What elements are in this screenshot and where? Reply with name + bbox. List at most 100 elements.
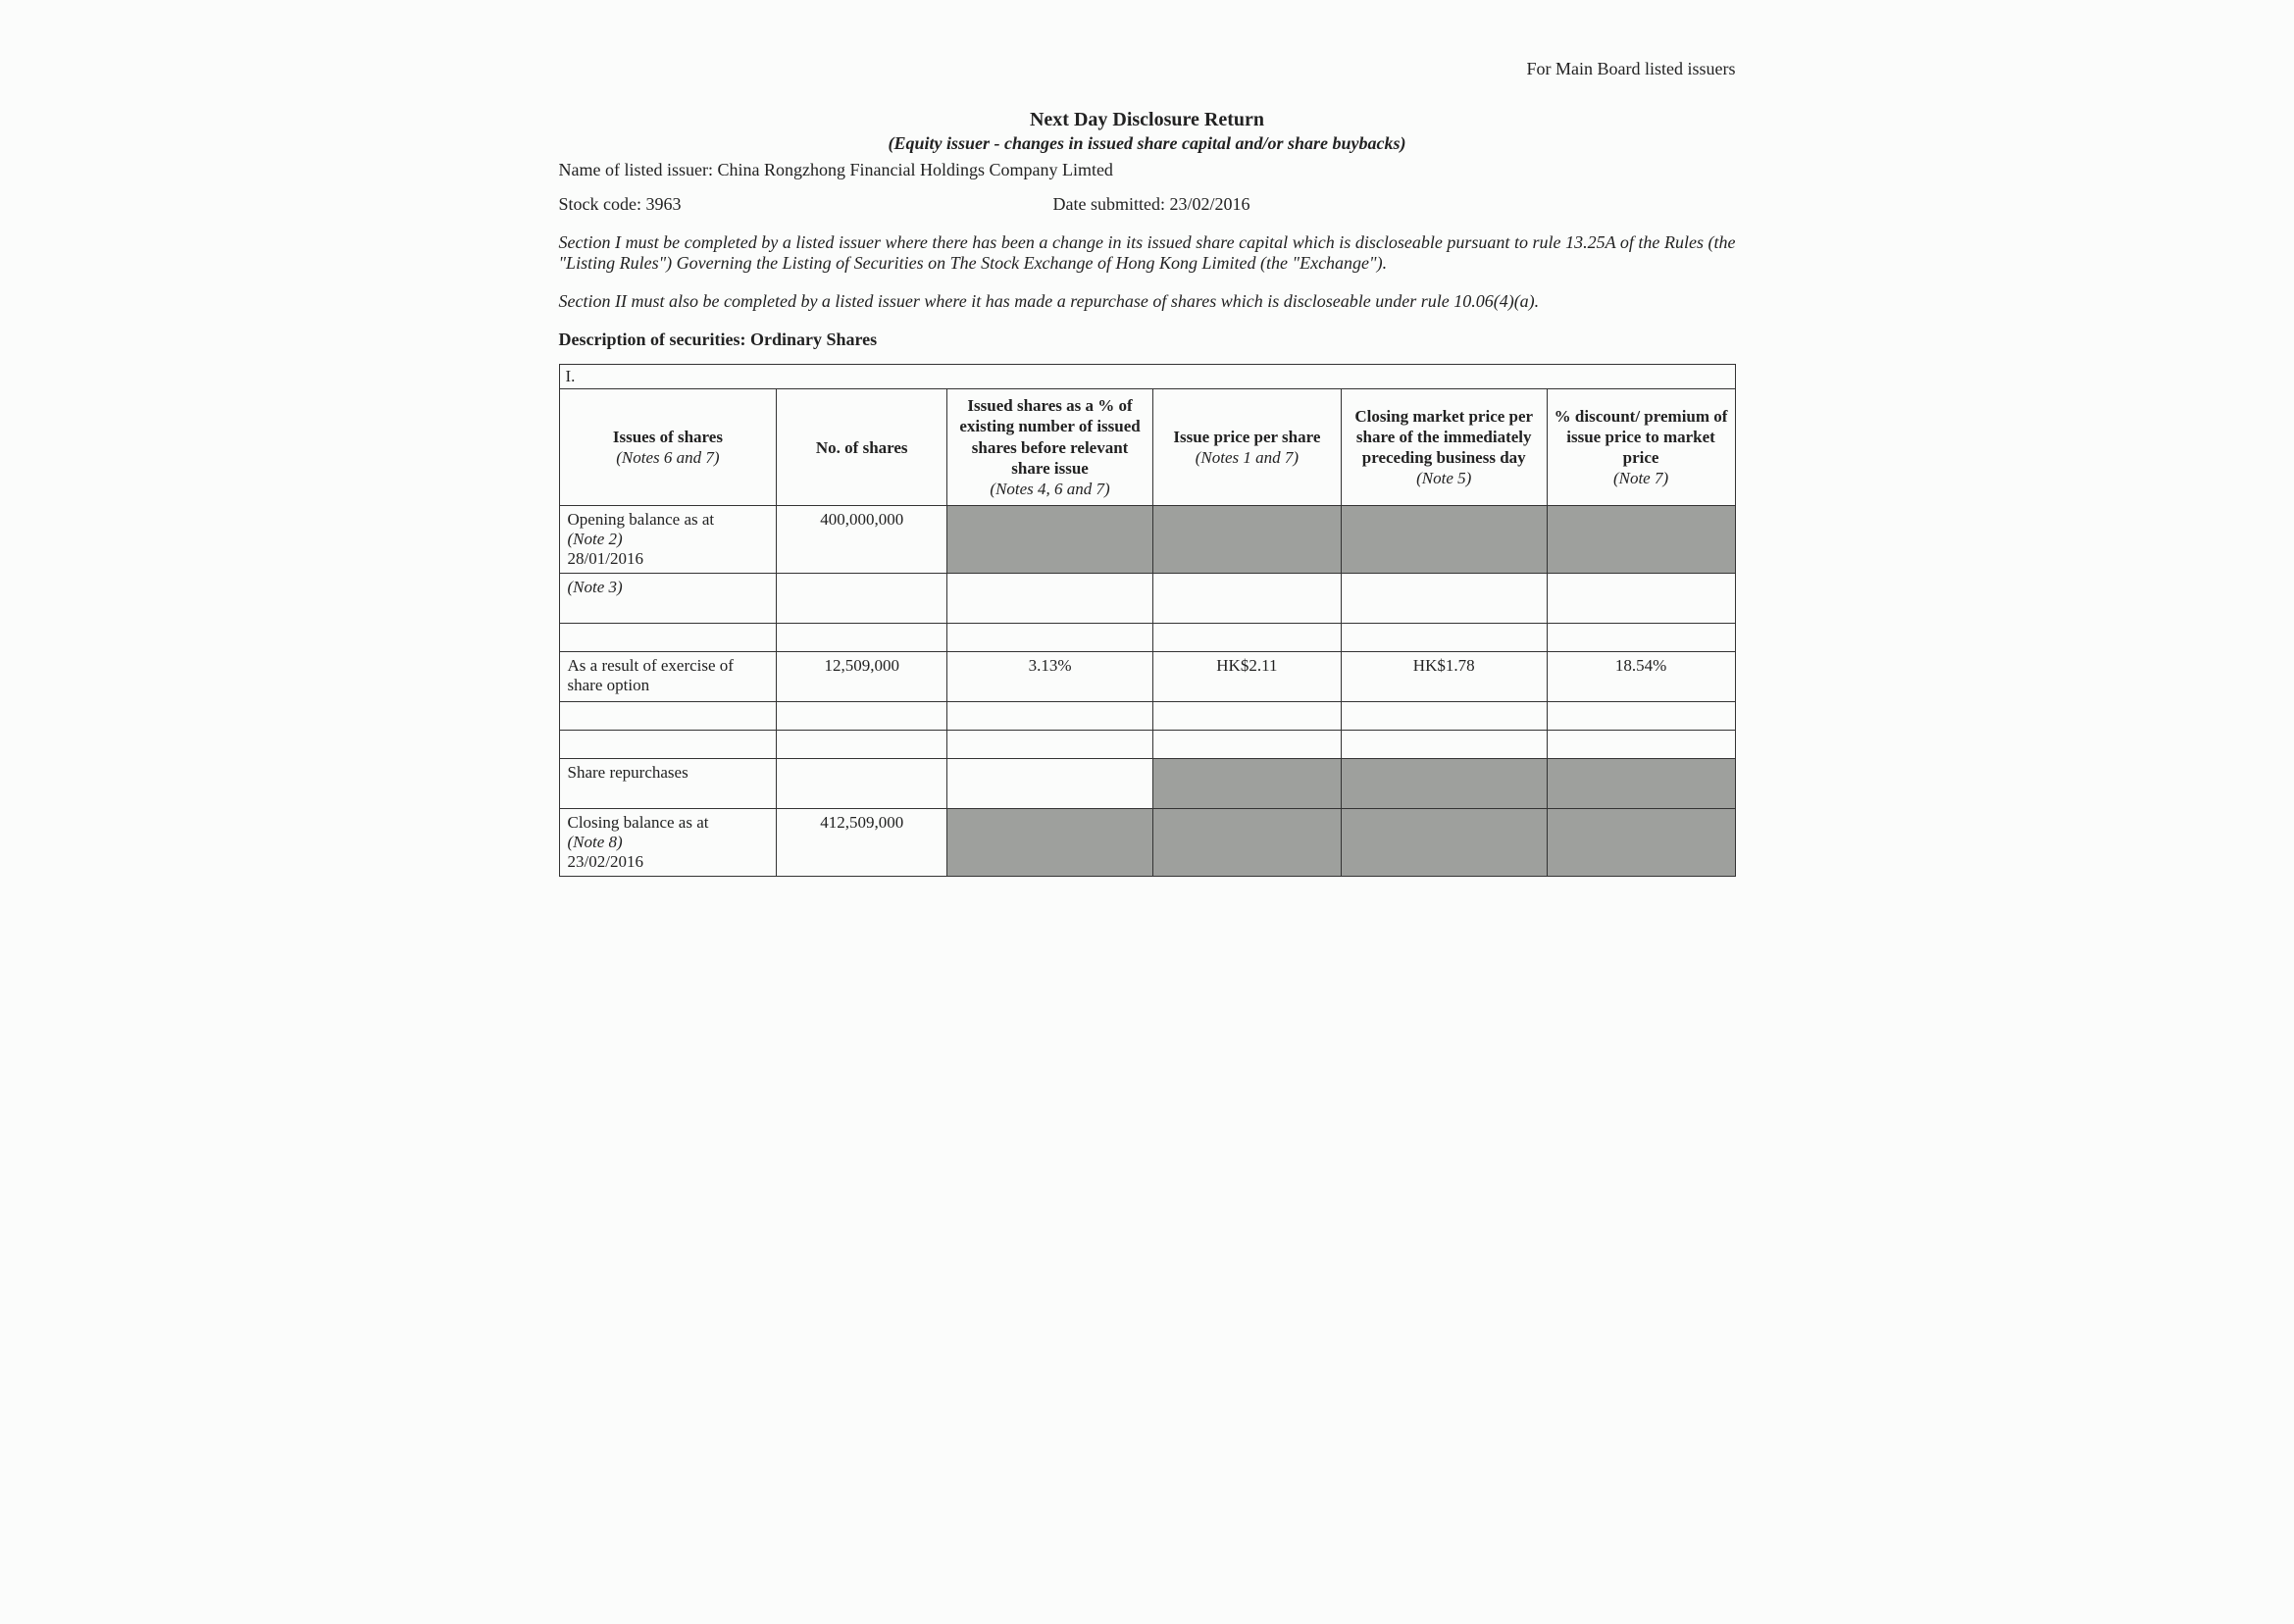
stock-code: Stock code: 3963: [559, 194, 1053, 215]
cell-b1-6: [1547, 624, 1735, 652]
stock-code-value: 3963: [645, 194, 681, 214]
row-blank-1: [559, 624, 1735, 652]
cell-exercise-issue-price: HK$2.11: [1152, 652, 1341, 702]
cell-note3-5: [1341, 574, 1547, 624]
closing-label-note: (Note 8): [568, 833, 623, 851]
table-header-row: Issues of shares (Notes 6 and 7) No. of …: [559, 389, 1735, 506]
cell-closing-4: [1152, 809, 1341, 877]
cell-opening-issue-price: [1152, 506, 1341, 574]
cell-b2-3: [947, 702, 1153, 731]
col-header-pct: Issued shares as a % of existing number …: [947, 389, 1153, 506]
cell-exercise-label: As a result of exercise of share option: [559, 652, 777, 702]
col-header-issues-text: Issues of shares: [613, 428, 723, 446]
date-submitted: Date submitted: 23/02/2016: [1053, 194, 1736, 215]
cell-b3-6: [1547, 731, 1735, 759]
row-note3: (Note 3): [559, 574, 1735, 624]
cell-exercise-shares: 12,509,000: [777, 652, 947, 702]
securities-description-label: Description of securities:: [559, 330, 746, 349]
stock-date-row: Stock code: 3963 Date submitted: 23/02/2…: [559, 194, 1736, 215]
table-section-label: I.: [559, 365, 1735, 389]
cell-note3-2: [777, 574, 947, 624]
document-subtitle: (Equity issuer - changes in issued share…: [559, 133, 1736, 154]
closing-label-date: 23/02/2016: [568, 852, 643, 871]
cell-exercise-market-price: HK$1.78: [1341, 652, 1547, 702]
cell-b3-4: [1152, 731, 1341, 759]
col-header-market-price-text: Closing market price per share of the im…: [1354, 407, 1533, 468]
col-header-issues-note: (Notes 6 and 7): [616, 448, 719, 467]
cell-repurchases-2: [777, 759, 947, 809]
cell-repurchases-4: [1152, 759, 1341, 809]
header-top-right: For Main Board listed issuers: [559, 59, 1736, 79]
col-header-issue-price: Issue price per share (Notes 1 and 7): [1152, 389, 1341, 506]
cell-opening-market-price: [1341, 506, 1547, 574]
cell-note3-4: [1152, 574, 1341, 624]
col-header-discount-text: % discount/ premium of issue price to ma…: [1555, 407, 1728, 468]
issuer-name-label: Name of listed issuer:: [559, 160, 713, 179]
col-header-no-shares: No. of shares: [777, 389, 947, 506]
cell-exercise-pct: 3.13%: [947, 652, 1153, 702]
row-exercise: As a result of exercise of share option …: [559, 652, 1735, 702]
col-header-pct-text: Issued shares as a % of existing number …: [959, 396, 1140, 478]
date-submitted-value: 23/02/2016: [1169, 194, 1249, 214]
cell-note3-6: [1547, 574, 1735, 624]
securities-description: Description of securities: Ordinary Shar…: [559, 330, 1736, 350]
col-header-discount: % discount/ premium of issue price to ma…: [1547, 389, 1735, 506]
opening-label-date: 28/01/2016: [568, 549, 643, 568]
cell-b2-6: [1547, 702, 1735, 731]
cell-b3-1: [559, 731, 777, 759]
cell-closing-5: [1341, 809, 1547, 877]
cell-opening-discount: [1547, 506, 1735, 574]
cell-b1-5: [1341, 624, 1547, 652]
col-header-market-price-note: (Note 5): [1416, 469, 1471, 487]
col-header-issue-price-note: (Notes 1 and 7): [1196, 448, 1299, 467]
col-header-market-price: Closing market price per share of the im…: [1341, 389, 1547, 506]
cell-b3-3: [947, 731, 1153, 759]
col-header-pct-note: (Notes 4, 6 and 7): [990, 480, 1109, 498]
cell-b1-2: [777, 624, 947, 652]
document-page: For Main Board listed issuers Next Day D…: [559, 59, 1736, 877]
issuer-name-line: Name of listed issuer: China Rongzhong F…: [559, 160, 1736, 180]
cell-exercise-discount: 18.54%: [1547, 652, 1735, 702]
cell-b1-1: [559, 624, 777, 652]
cell-closing-3: [947, 809, 1153, 877]
table-section-row: I.: [559, 365, 1735, 389]
row-closing-balance: Closing balance as at (Note 8) 23/02/201…: [559, 809, 1735, 877]
row-blank-3: [559, 731, 1735, 759]
cell-b1-4: [1152, 624, 1341, 652]
closing-label-line1: Closing balance as at: [568, 813, 709, 832]
cell-repurchases-6: [1547, 759, 1735, 809]
cell-b2-1: [559, 702, 777, 731]
cell-b2-5: [1341, 702, 1547, 731]
cell-note3-label: (Note 3): [559, 574, 777, 624]
cell-b2-2: [777, 702, 947, 731]
cell-repurchases-5: [1341, 759, 1547, 809]
stock-code-label: Stock code:: [559, 194, 641, 214]
cell-b3-2: [777, 731, 947, 759]
row-opening-balance: Opening balance as at (Note 2) 28/01/201…: [559, 506, 1735, 574]
cell-opening-label: Opening balance as at (Note 2) 28/01/201…: [559, 506, 777, 574]
cell-repurchases-label: Share repurchases: [559, 759, 777, 809]
row-blank-2: [559, 702, 1735, 731]
note3-text: (Note 3): [568, 578, 623, 596]
row-repurchases: Share repurchases: [559, 759, 1735, 809]
cell-closing-label: Closing balance as at (Note 8) 23/02/201…: [559, 809, 777, 877]
cell-opening-pct: [947, 506, 1153, 574]
cell-repurchases-3: [947, 759, 1153, 809]
cell-closing-6: [1547, 809, 1735, 877]
securities-description-value: Ordinary Shares: [750, 330, 877, 349]
cell-closing-shares: 412,509,000: [777, 809, 947, 877]
disclosure-table: I. Issues of shares (Notes 6 and 7) No. …: [559, 364, 1736, 877]
col-header-discount-note: (Note 7): [1613, 469, 1668, 487]
opening-label-note: (Note 2): [568, 530, 623, 548]
cell-b3-5: [1341, 731, 1547, 759]
col-header-issues: Issues of shares (Notes 6 and 7): [559, 389, 777, 506]
cell-note3-3: [947, 574, 1153, 624]
date-submitted-label: Date submitted:: [1053, 194, 1165, 214]
section2-note: Section II must also be completed by a l…: [559, 291, 1736, 312]
issuer-name-value: China Rongzhong Financial Holdings Compa…: [717, 160, 1112, 179]
col-header-issue-price-text: Issue price per share: [1173, 428, 1320, 446]
cell-opening-shares: 400,000,000: [777, 506, 947, 574]
opening-label-line1: Opening balance as at: [568, 510, 715, 529]
document-title: Next Day Disclosure Return: [559, 109, 1736, 131]
cell-b1-3: [947, 624, 1153, 652]
